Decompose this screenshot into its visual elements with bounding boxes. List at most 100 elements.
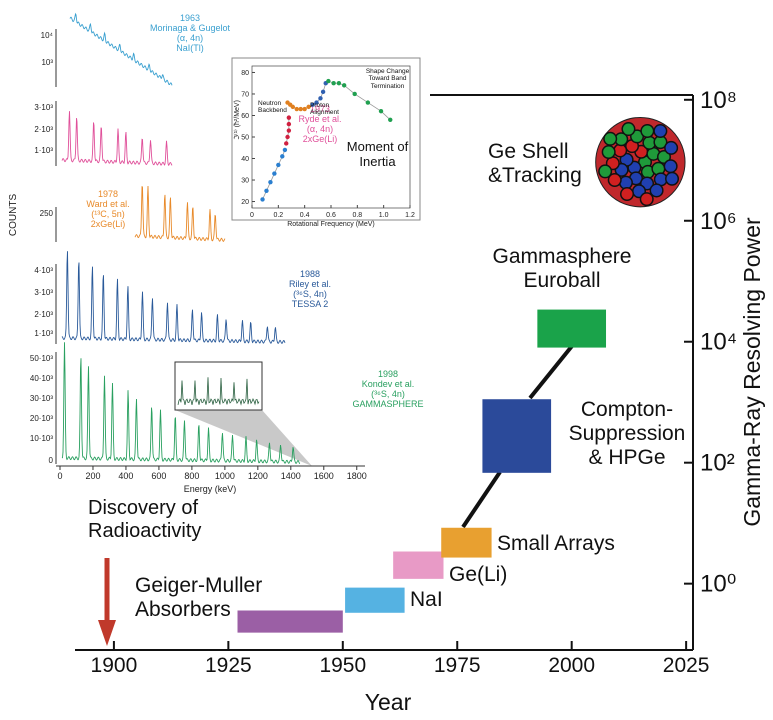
y-tick-label: 10⁴ [700,329,737,356]
range-bar [237,610,343,633]
x-tick-label: 0.8 [352,212,362,219]
bar-label: Compton-Suppression & HPGe [568,398,686,470]
y-axis-label: ℑ⁽¹⁾ (ħ²/MeV) [233,100,241,140]
y-tick-label: 20·10³ [30,414,53,423]
y-tick-label: 50 [241,135,249,142]
connector [461,470,502,529]
data-point [388,117,393,122]
y-tick-label: 10⁸ [700,87,737,114]
x-tick-label: 0 [57,471,62,481]
panel-label: Riley et al. [289,279,331,289]
range-bar [537,309,607,348]
spectrum-trace [69,12,173,86]
data-point [378,108,384,114]
data-point [314,100,319,105]
panel-label: Kondev et al. [362,379,415,389]
data-point [280,154,285,159]
y-tick-label: 20 [241,199,249,206]
panel-label: 2xGe(Li) [303,134,338,144]
sphere-patch [620,187,635,202]
x-tick-label: 1.0 [379,212,389,219]
data-point [282,147,288,153]
y-tick-label: 10⁶ [700,208,737,235]
sphere-patch [603,131,618,146]
x-tick-label: 0 [250,212,254,219]
x-axis-label: Energy (keV) [184,484,237,494]
data-point [286,128,292,133]
range-bar [441,527,492,558]
x-tick-label: 1800 [347,471,367,481]
data-point [286,115,292,120]
x-tick-label: 2025 [663,654,710,677]
y-tick-label: 80 [241,70,249,77]
sphere-patch [640,123,655,138]
panel-label: GAMMASPHERE [352,399,423,409]
annotation: Neutron Backbend [258,100,287,115]
x-tick-label: 1975 [434,654,481,677]
data-point [352,91,357,97]
panel-label: 2xGe(Li) [91,219,126,229]
data-point [326,78,331,84]
panel-label: 1978 [98,189,118,199]
x-tick-label: 1400 [281,471,301,481]
y-tick-label: 2·10³ [34,310,53,319]
panel-label: 1998 [378,369,398,379]
panel-label: Ward et al. [86,199,129,209]
sphere-patch [639,192,654,207]
data-point [302,106,307,112]
bar-label: Ge Shell &Tracking [488,140,582,188]
sphere-patch [618,175,633,190]
sphere-patch [653,124,668,139]
panel-label: (¹³C, 5n) [91,209,125,219]
range-bar [393,551,444,579]
data-point [272,171,277,176]
y-tick-label: 250 [40,209,54,218]
data-point [331,81,336,86]
data-point [310,102,315,107]
sphere-patch [664,140,679,155]
spectrum-trace [61,111,173,166]
x-axis-label: Year [365,689,412,715]
y-tick-label: 2·10³ [34,125,53,134]
x-tick-label: 1.2 [405,212,415,219]
spectrum-trace [61,251,286,344]
panel-label: 1988 [300,269,320,279]
bar-label: Gammasphere Euroball [492,245,632,293]
x-tick-label: 200 [85,471,100,481]
spectrum-trace [61,342,301,464]
x-tick-label: 1000 [215,471,235,481]
data-point [276,162,281,168]
y-tick-label: 4·10³ [34,266,53,275]
data-point [306,104,311,110]
annotation: Shape Change Toward Band Termination [365,68,410,90]
y-tick-label: 10³ [41,58,53,67]
y-tick-label: 50·10³ [30,354,53,363]
range-bar [482,399,552,473]
y-axis-label: COUNTS [8,194,19,237]
panel-label: (α, 4n) [177,33,203,43]
y-tick-label: 30 [241,178,249,185]
data-point [260,197,265,202]
inset-title: Moment of Inertia [346,139,409,169]
sphere-patch [607,172,622,188]
y-tick-label: 10⁴ [41,31,54,40]
y-tick-label: 0 [49,456,54,465]
bar-label: Geiger-Muller Absorbers [135,574,263,622]
data-point [318,96,323,101]
x-tick-label: 0.6 [326,212,336,219]
x-tick-label: 600 [151,471,166,481]
panel-label: 1973 [310,104,330,114]
x-tick-label: 1950 [319,654,366,677]
y-tick-label: 10⁰ [700,571,736,598]
x-tick-label: 1600 [314,471,334,481]
x-tick-label: 400 [118,471,133,481]
sphere-patch [663,159,678,174]
data-point [284,141,289,146]
panel-label: NaI(Tl) [176,43,204,53]
panel-label: (α, 4n) [307,124,333,134]
y-tick-label: 1·10³ [34,146,53,155]
panel-label: (³⁶S, 4n) [293,289,327,299]
data-point [268,179,273,185]
